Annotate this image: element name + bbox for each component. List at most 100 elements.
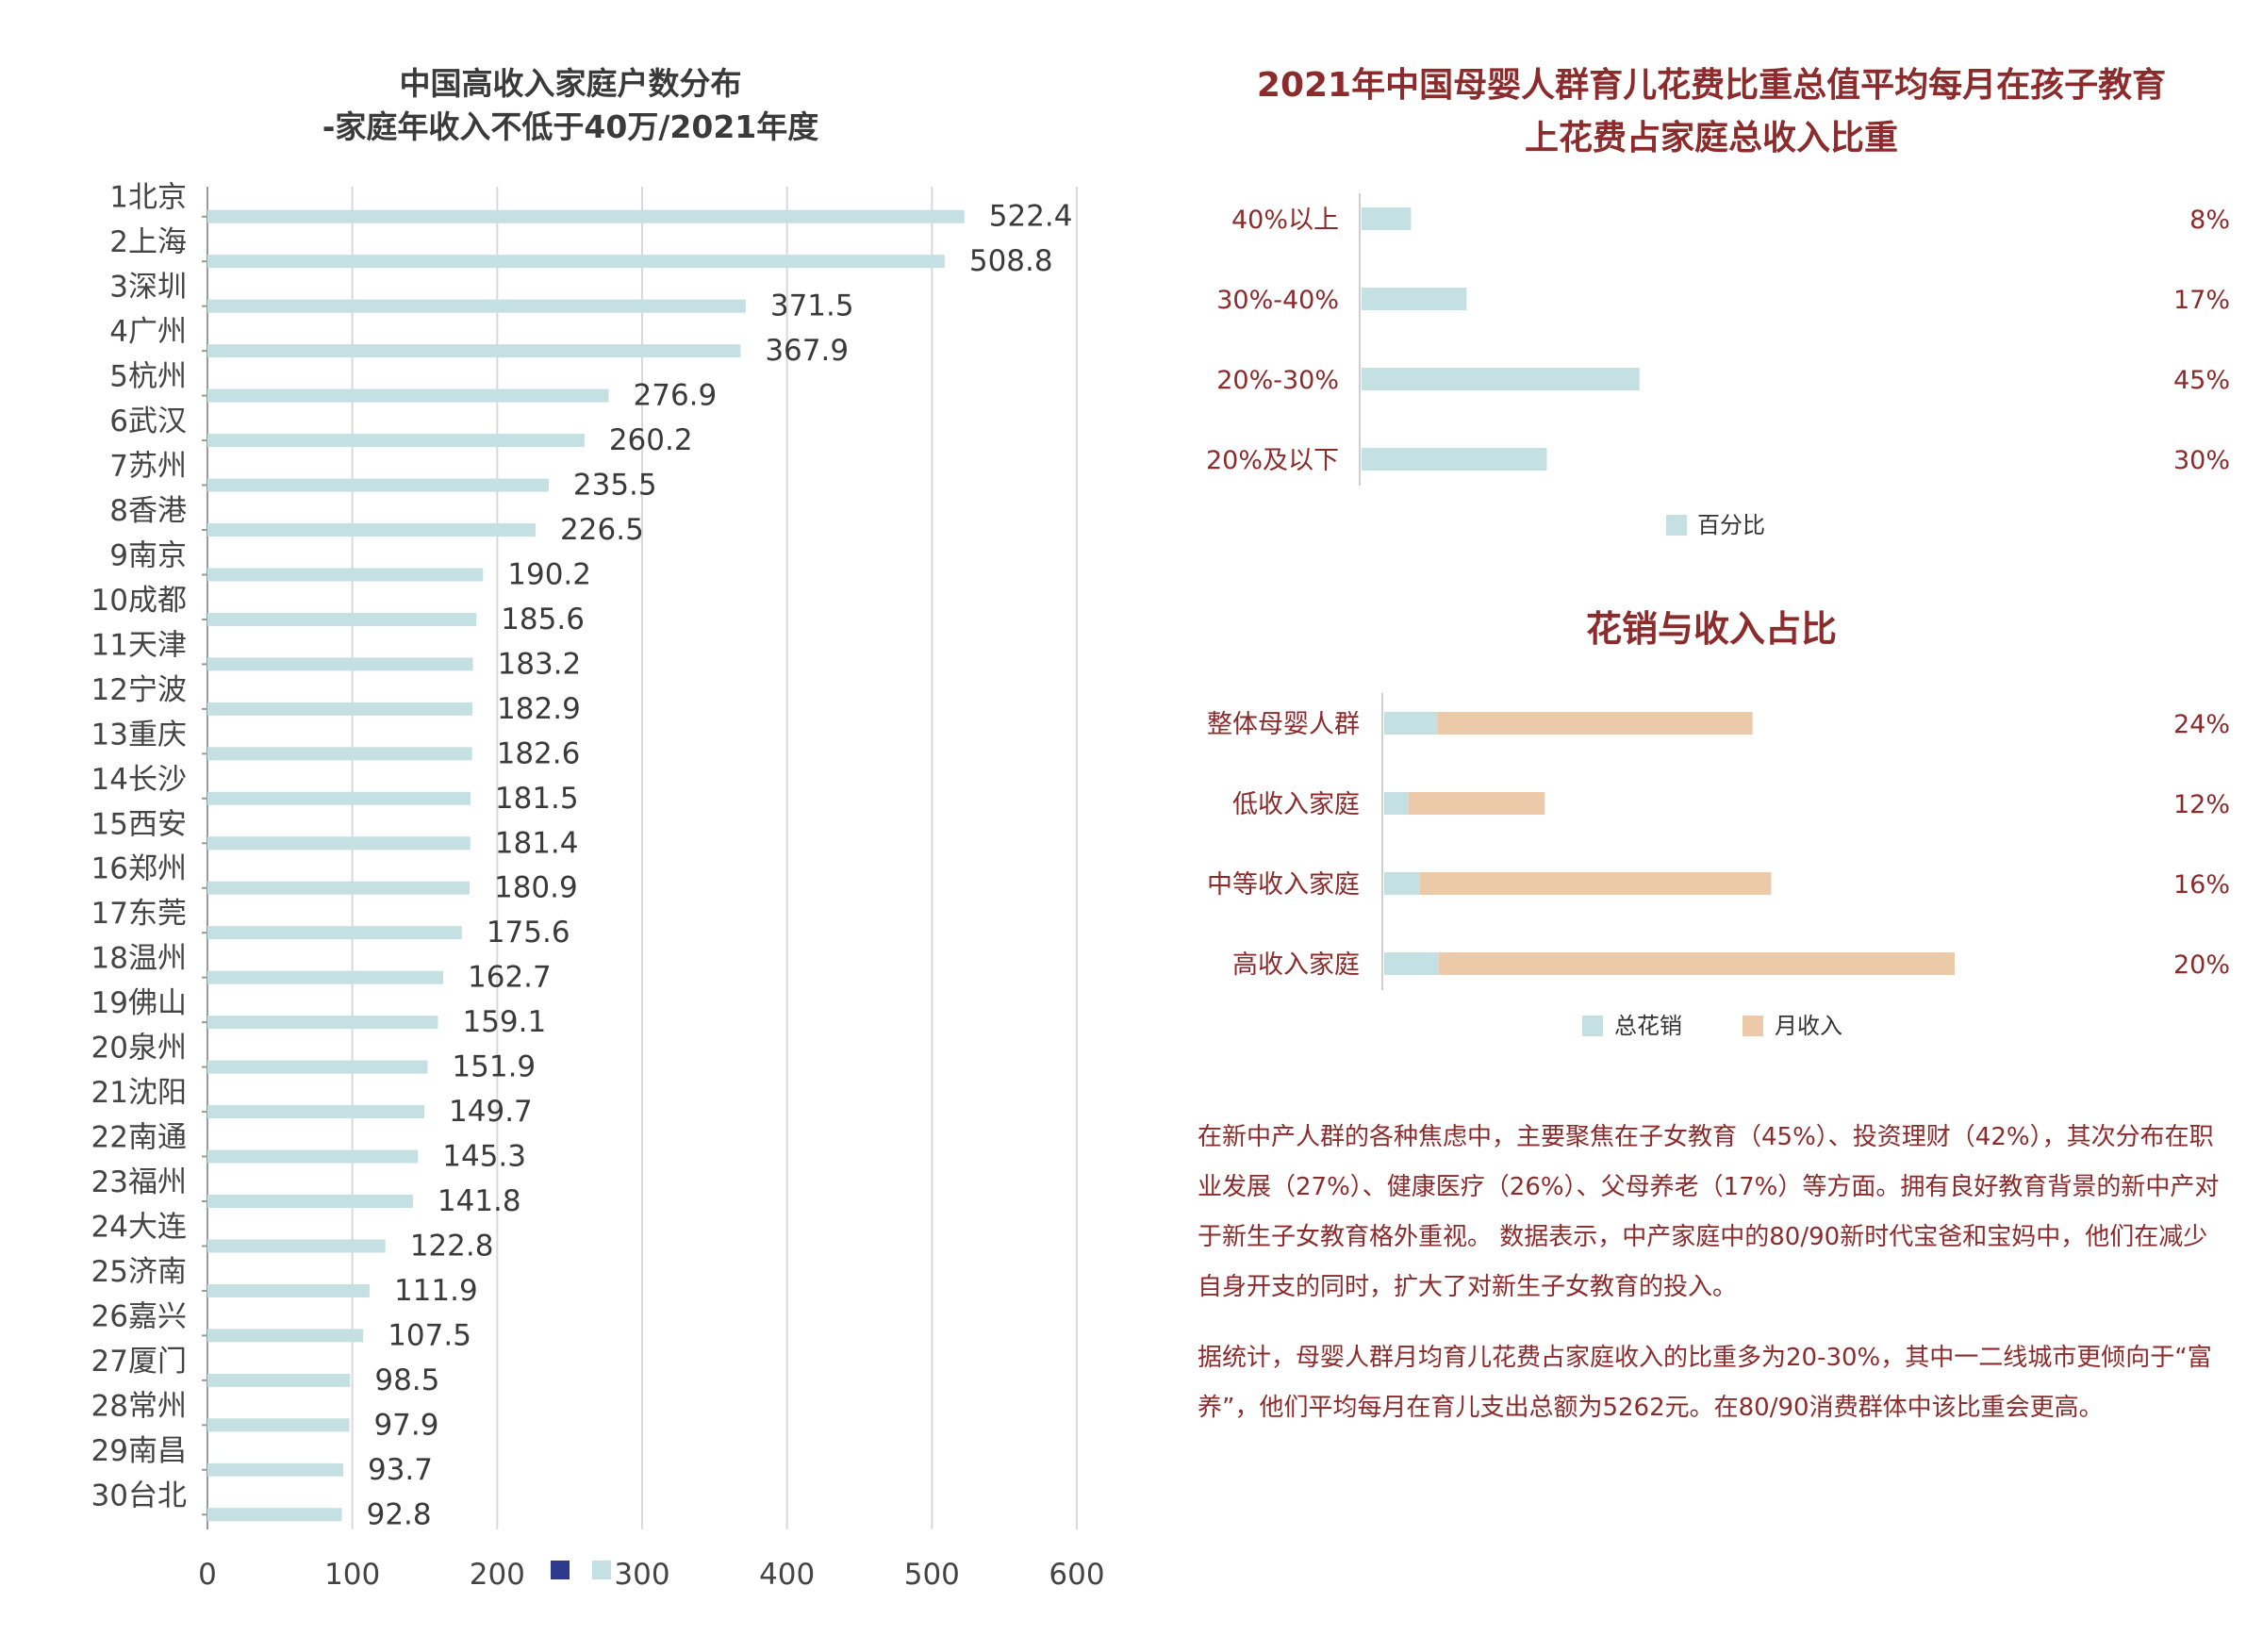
value-label: 12% (2173, 790, 2230, 819)
bar (207, 255, 945, 269)
value-label: 276.9 (634, 379, 718, 413)
bar (207, 299, 746, 313)
value-label: 30% (2173, 446, 2230, 475)
value-label: 122.8 (410, 1229, 494, 1263)
bar (207, 1239, 386, 1253)
value-label: 16% (2173, 870, 2230, 900)
value-label: 183.2 (498, 647, 582, 681)
bar (207, 1149, 419, 1164)
category-label: 30%-40% (1216, 286, 1339, 315)
category-label: 11天津 (91, 628, 187, 662)
bar-segment (1384, 952, 1439, 975)
value-label: 17% (2173, 286, 2230, 315)
legend-swatch (1582, 1016, 1603, 1036)
category-label: 20泉州 (91, 1032, 187, 1066)
value-label: 260.2 (609, 423, 693, 457)
bar (207, 1508, 342, 1522)
category-label: 19佛山 (91, 986, 187, 1020)
category-label: 9南京 (109, 538, 187, 572)
category-label: 14长沙 (91, 763, 187, 797)
bar (207, 1195, 413, 1208)
bar (207, 1283, 370, 1297)
chart-title-line: 2021年中国母婴人群育儿花费比重总值平均每月在孩子教育 (1257, 66, 2166, 105)
bar (207, 881, 470, 895)
category-label: 整体母婴人群 (1207, 710, 1360, 739)
bar (207, 1418, 350, 1432)
chart-title-line: -家庭年收入不低于40万/2021年度 (322, 108, 819, 145)
value-label: 371.5 (770, 289, 854, 323)
category-label: 21沈阳 (91, 1076, 187, 1110)
category-label: 10成都 (91, 584, 187, 618)
category-label: 18温州 (91, 942, 187, 976)
bar-segment (1384, 792, 1409, 815)
legend-swatch (1666, 515, 1687, 536)
value-label: 97.9 (373, 1408, 438, 1442)
category-label: 26嘉兴 (91, 1299, 187, 1333)
bar-segment (1384, 872, 1420, 895)
category-label: 29南昌 (91, 1434, 187, 1468)
value-label: 107.5 (388, 1318, 471, 1352)
legend-label: 总花销 (1614, 1013, 1682, 1039)
category-label: 2上海 (109, 225, 187, 259)
bar-segment (1420, 872, 1772, 895)
bar (207, 1462, 343, 1477)
x-tick-label: 600 (1049, 1558, 1104, 1592)
value-label: 149.7 (449, 1095, 533, 1129)
x-tick-label: 0 (198, 1558, 217, 1592)
value-label: 93.7 (368, 1453, 433, 1487)
paragraph-1: 在新中产人群的各种焦虑中，主要聚焦在子女教育（45%）、投资理财（42%），其次… (1198, 1123, 2220, 1301)
value-label: 145.3 (442, 1140, 526, 1174)
category-label: 16郑州 (91, 852, 187, 886)
bar (207, 791, 471, 805)
category-label: 6武汉 (109, 405, 187, 438)
bar-segment (1437, 712, 1753, 735)
value-label: 92.8 (367, 1497, 432, 1531)
value-label: 182.9 (497, 692, 581, 726)
category-label: 23福州 (91, 1165, 187, 1199)
category-label: 7苏州 (109, 450, 187, 484)
bar (207, 434, 585, 448)
x-tick-label: 500 (904, 1558, 960, 1592)
bar (1362, 288, 1467, 310)
bar (207, 1329, 364, 1343)
bar-segment (1438, 952, 1955, 975)
category-label: 24大连 (91, 1210, 187, 1244)
bar (207, 702, 473, 716)
category-label: 8香港 (109, 494, 187, 528)
chart-title-line: 上花费占家庭总收入比重 (1525, 119, 1898, 157)
value-label: 8% (2189, 206, 2230, 235)
bar (207, 388, 609, 403)
text-block: 在新中产人群的各种焦虑中，主要聚焦在子女教育（45%）、投资理财（42%），其次… (1198, 1113, 2225, 1454)
category-label: 高收入家庭 (1232, 950, 1360, 980)
x-tick-label: 200 (470, 1558, 525, 1592)
city-households-chart: 中国高收入家庭户数分布 -家庭年收入不低于40万/2021年度 0 100 200 300… (91, 65, 1105, 1592)
value-label: 185.6 (501, 603, 585, 636)
chart-title: 花销与收入占比 (1586, 608, 1837, 650)
bar (207, 1373, 351, 1387)
category-label: 40%以上 (1231, 206, 1339, 235)
value-label: 181.5 (495, 782, 579, 816)
category-label: 3深圳 (109, 271, 187, 305)
value-label: 20% (2173, 950, 2230, 980)
category-label: 22南通 (91, 1121, 187, 1155)
category-label: 5杭州 (109, 360, 187, 394)
value-label: 45% (2173, 366, 2230, 395)
value-label: 226.5 (560, 513, 644, 547)
bar (207, 747, 472, 761)
category-label: 15西安 (91, 807, 187, 841)
bar (207, 926, 462, 940)
category-label: 17东莞 (91, 897, 187, 931)
category-label: 20%-30% (1216, 366, 1339, 395)
legend-label: 月收入 (1775, 1013, 1842, 1039)
bar (1362, 448, 1547, 471)
value-label: 175.6 (487, 916, 570, 950)
legend-marker-light (592, 1561, 611, 1579)
legend-label: 百分比 (1697, 512, 1765, 538)
bar (207, 523, 537, 537)
legend-swatch (1743, 1016, 1763, 1036)
x-tick-label: 100 (324, 1558, 380, 1592)
value-label: 182.6 (497, 736, 581, 770)
